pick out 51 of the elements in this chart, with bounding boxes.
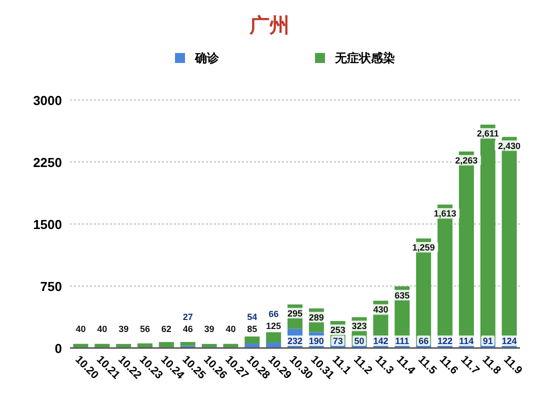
y-tick-label: 1500 [33,217,62,232]
y-tick-label: 2250 [33,155,62,170]
data-label: 114 [459,336,474,346]
data-label: 85 [247,324,258,334]
data-label: 323 [352,321,367,332]
legend-label: 无症状感染 [334,51,395,65]
data-label: 122 [437,336,453,346]
data-label: 295 [287,308,303,318]
data-label: 2,263 [455,156,478,166]
x-tick-label: 11.5 [415,354,439,377]
data-label: 40 [226,324,236,334]
data-label: 73 [332,336,343,346]
data-label: 289 [308,312,324,322]
data-label: 66 [418,336,429,346]
data-label: 1,613 [434,208,456,219]
x-tick-label: 11.7 [458,354,482,377]
data-label: 232 [287,336,303,346]
data-label: 2,611 [476,128,499,139]
data-label: 142 [373,336,388,346]
x-tick-label: 11.6 [436,354,460,377]
data-label: 190 [308,336,324,346]
data-label: 40 [97,324,108,334]
y-tick-label: 3000 [33,93,62,108]
data-label: 40 [76,324,86,334]
x-tick-label: 11.4 [394,354,418,378]
data-label: 124 [502,336,517,346]
chart-title: 广州 [248,14,290,37]
data-label: 39 [118,324,129,334]
data-label: 54 [247,312,258,322]
data-label: 91 [482,336,493,346]
data-label: 635 [394,290,410,300]
data-label: 66 [268,309,279,320]
data-label: 50 [354,336,364,346]
x-tick-label: 11.9 [501,354,524,377]
x-tick-label: 11.8 [480,354,503,377]
data-label: 2,430 [498,140,521,151]
x-tick-label: 11.2 [351,354,374,377]
legend-label: 确诊 [194,51,220,65]
y-tick-label: 750 [40,279,62,294]
data-label: 253 [330,325,346,336]
data-label: 430 [373,304,388,315]
data-label: 46 [182,324,193,334]
x-tick-label: 11.3 [372,354,396,377]
data-label: 39 [204,324,214,334]
data-label: 62 [161,324,172,334]
data-label: 56 [140,324,150,334]
data-label: 27 [182,312,193,322]
data-label: 111 [395,336,410,346]
data-label: 1,259 [412,242,435,252]
y-tick-label: 0 [54,341,62,356]
data-label: 125 [266,321,282,332]
